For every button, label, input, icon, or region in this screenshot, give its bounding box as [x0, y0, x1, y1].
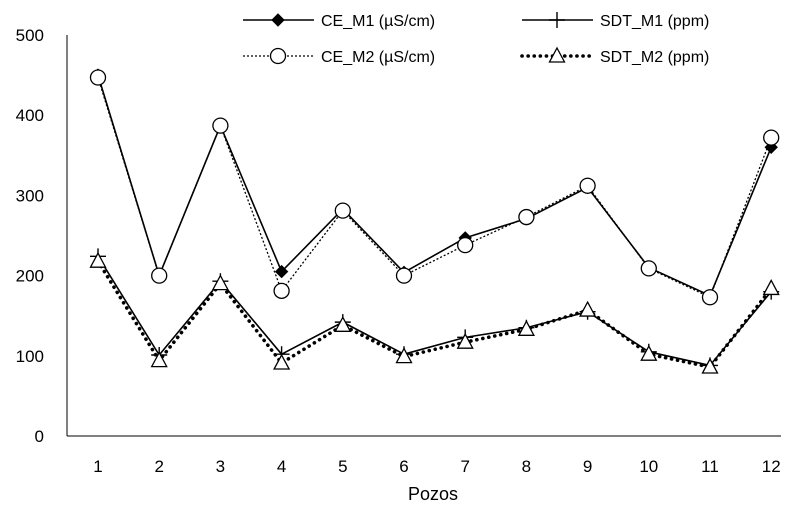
y-tick-label: 0 — [35, 427, 44, 446]
series-3 — [89, 69, 780, 306]
data-point — [212, 117, 229, 134]
data-point — [395, 267, 413, 284]
plot-series — [89, 68, 780, 374]
data-point — [89, 69, 107, 86]
series-4 — [89, 251, 780, 374]
data-point — [640, 260, 657, 277]
series-line — [97, 255, 772, 367]
legend-label: CE_M2 (µS/cm) — [321, 49, 435, 66]
series-1 — [91, 68, 778, 303]
data-point — [518, 208, 535, 226]
x-tick-label: 11 — [701, 457, 719, 476]
data-point — [334, 315, 352, 332]
x-tick-label: 12 — [762, 457, 781, 476]
legend-item: SDT_M1 (ppm) — [522, 12, 709, 30]
legend-label: SDT_M1 (ppm) — [600, 13, 709, 30]
data-point — [762, 279, 780, 296]
legend-marker — [548, 46, 566, 63]
y-tick-label: 200 — [16, 267, 44, 286]
legend-item: SDT_M2 (ppm) — [520, 46, 709, 66]
series-line — [97, 74, 772, 297]
data-point — [457, 236, 474, 254]
data-point — [273, 353, 291, 370]
legend-marker — [549, 12, 565, 28]
data-point — [151, 267, 168, 284]
series-2 — [90, 248, 780, 374]
x-axis-title: Pozos — [408, 484, 458, 504]
series-line — [96, 259, 774, 369]
x-tick-labels: 1 2 3 4 5 6 7 8 9 10 11 12 — [93, 457, 780, 476]
data-point — [640, 344, 658, 361]
legend-label: CE_M1 (µS/cm) — [321, 13, 435, 30]
data-point — [456, 332, 474, 349]
data-point — [701, 289, 719, 306]
x-tick-label: 7 — [460, 457, 469, 476]
x-tick-label: 2 — [154, 457, 163, 476]
legend-marker — [269, 47, 287, 65]
legend-label: SDT_M2 (ppm) — [600, 49, 709, 66]
series-line — [97, 77, 772, 298]
data-point — [763, 129, 780, 146]
y-tick-label: 100 — [16, 347, 44, 366]
x-tick-label: 4 — [277, 457, 286, 476]
y-tick-label: 300 — [16, 186, 44, 205]
x-tick-label: 9 — [583, 457, 592, 476]
x-tick-label: 1 — [93, 457, 102, 476]
axes — [66, 35, 781, 437]
y-tick-label: 400 — [16, 106, 44, 125]
data-point — [579, 177, 596, 194]
legend-marker — [271, 13, 285, 27]
data-point — [395, 347, 413, 364]
y-tick-labels: 0 100 200 300 400 500 — [16, 26, 44, 446]
y-tick-label: 500 — [16, 26, 44, 45]
data-point — [150, 351, 168, 368]
data-point — [517, 319, 535, 336]
data-point — [274, 264, 289, 279]
data-point — [89, 251, 107, 268]
x-tick-label: 8 — [522, 457, 531, 476]
data-point — [701, 357, 719, 374]
x-tick-label: 10 — [639, 457, 658, 476]
data-point — [579, 300, 597, 317]
x-tick-label: 3 — [216, 457, 225, 476]
x-tick-label: 6 — [399, 457, 408, 476]
legend-item: CE_M1 (µS/cm) — [243, 13, 435, 30]
data-point — [334, 202, 351, 219]
legend-item: CE_M2 (µS/cm) — [243, 47, 435, 66]
data-point — [211, 274, 229, 291]
x-tick-label: 5 — [338, 457, 347, 476]
data-point — [273, 282, 290, 299]
legend: CE_M1 (µS/cm) SDT_M1 (ppm) CE_M2 (µS/cm) SD… — [243, 12, 709, 66]
